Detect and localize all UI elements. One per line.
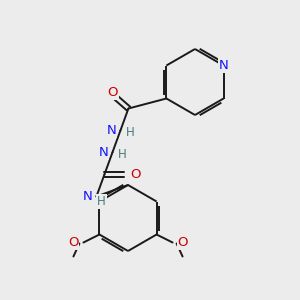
Text: H: H: [97, 195, 106, 208]
Text: O: O: [130, 168, 141, 181]
Text: N: N: [106, 124, 116, 137]
Text: H: H: [126, 126, 135, 139]
Text: O: O: [68, 236, 78, 249]
Text: H: H: [118, 148, 127, 161]
Text: N: N: [98, 146, 108, 159]
Text: N: N: [82, 190, 92, 203]
Text: N: N: [219, 59, 229, 72]
Text: O: O: [107, 86, 118, 99]
Text: O: O: [178, 236, 188, 249]
